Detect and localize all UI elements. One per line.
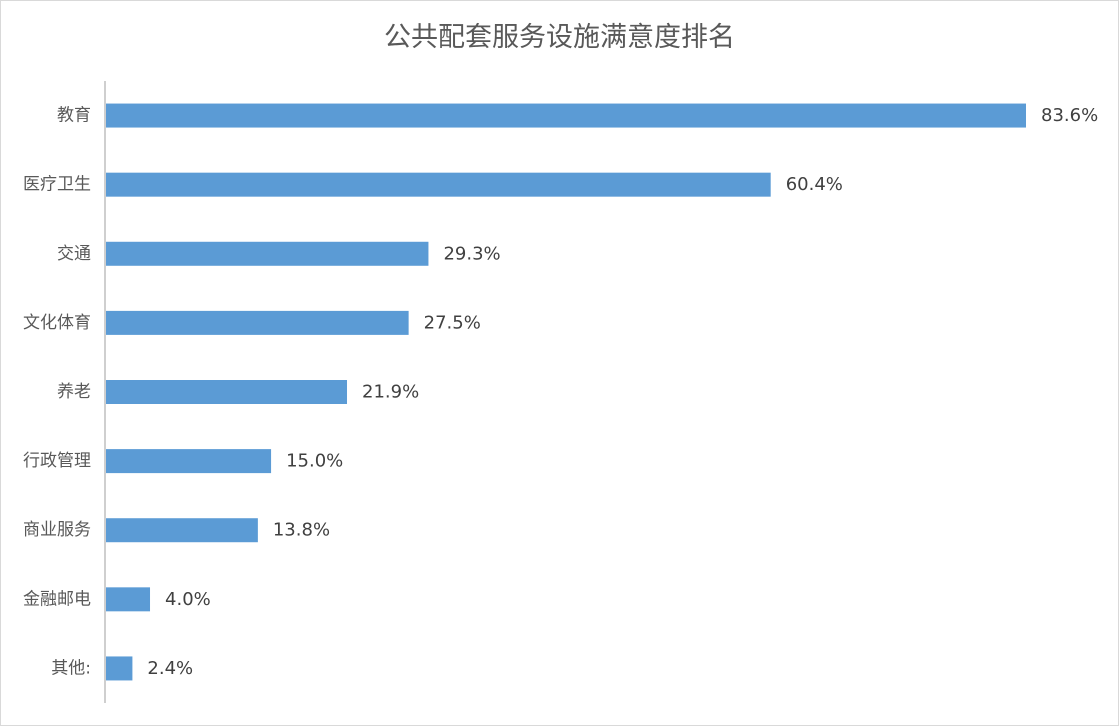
bar xyxy=(106,103,1026,128)
bar xyxy=(106,518,258,543)
category-label: 交通 xyxy=(57,244,91,264)
bar-value-label: 29.3% xyxy=(443,243,500,264)
bar xyxy=(106,172,771,197)
bar-value-label: 21.9% xyxy=(362,382,419,403)
bar-value-label: 27.5% xyxy=(424,312,481,333)
chart-title: 公共配套服务设施满意度排名 xyxy=(384,22,735,53)
bar-value-label: 2.4% xyxy=(147,658,193,679)
bar xyxy=(106,241,429,266)
bar xyxy=(106,587,151,612)
category-label: 其他: xyxy=(51,658,91,678)
bar-value-label: 13.8% xyxy=(273,520,330,541)
category-label: 行政管理 xyxy=(23,451,91,471)
category-label: 养老 xyxy=(57,382,91,402)
bar-value-label: 15.0% xyxy=(286,451,343,472)
bar-value-label: 4.0% xyxy=(165,589,211,610)
category-label: 商业服务 xyxy=(23,520,91,540)
category-label: 医疗卫生 xyxy=(23,175,91,195)
bar-value-label: 60.4% xyxy=(786,174,843,195)
category-label: 教育 xyxy=(57,106,91,126)
bar xyxy=(106,449,272,474)
bar xyxy=(106,310,409,335)
category-label: 文化体育 xyxy=(23,313,91,333)
bar xyxy=(106,656,133,681)
bar-value-label: 83.6% xyxy=(1041,105,1098,126)
category-label: 金融邮电 xyxy=(23,589,91,609)
bar xyxy=(106,380,348,404)
